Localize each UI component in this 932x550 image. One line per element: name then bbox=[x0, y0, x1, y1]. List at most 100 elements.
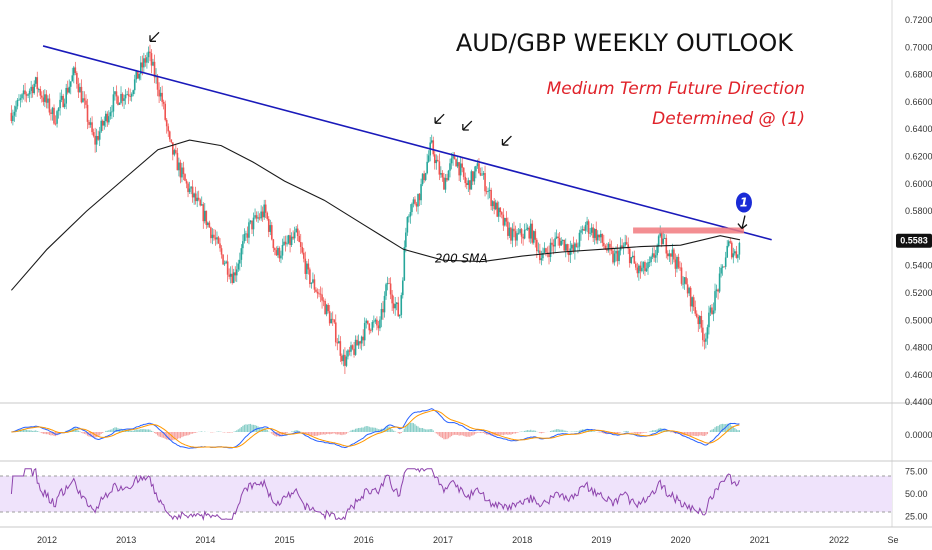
macd-histogram-bar bbox=[345, 432, 348, 434]
candle-body bbox=[254, 215, 256, 218]
macd-histogram-bar bbox=[458, 432, 460, 436]
macd-histogram-bar bbox=[188, 432, 191, 435]
candle-body bbox=[173, 150, 176, 155]
time-tick-label: 2019 bbox=[591, 535, 611, 545]
macd-histogram-bar bbox=[539, 432, 541, 434]
candle-body bbox=[179, 162, 182, 178]
macd-histogram-bar bbox=[446, 432, 448, 440]
candle-body bbox=[507, 221, 509, 236]
candle-body bbox=[427, 155, 430, 162]
candle-body bbox=[98, 131, 101, 140]
macd-histogram-bar bbox=[146, 429, 148, 432]
macd-histogram-bar bbox=[307, 432, 309, 436]
candle-body bbox=[126, 94, 128, 96]
candle-body bbox=[216, 237, 218, 240]
candle-body bbox=[557, 236, 559, 239]
candle-body bbox=[269, 225, 272, 232]
candle-body bbox=[536, 239, 538, 252]
candle-body bbox=[606, 249, 608, 251]
macd-histogram-bar bbox=[421, 428, 424, 432]
candle-body bbox=[79, 86, 81, 93]
macd-histogram-bar bbox=[286, 432, 288, 433]
candle-body bbox=[108, 116, 110, 123]
macd-histogram-bar bbox=[653, 430, 655, 432]
candle-body bbox=[257, 217, 259, 219]
macd-histogram-bar bbox=[341, 432, 343, 436]
candle-body bbox=[245, 233, 247, 235]
macd-histogram-bar bbox=[309, 432, 311, 436]
candle-body bbox=[242, 241, 244, 249]
macd-histogram-bar bbox=[370, 427, 372, 432]
macd-histogram-bar bbox=[167, 432, 169, 440]
macd-histogram-bar bbox=[680, 432, 683, 436]
candle-body bbox=[115, 91, 118, 97]
macd-histogram-bar bbox=[411, 422, 413, 432]
macd-histogram-bar bbox=[298, 430, 300, 432]
candle-body bbox=[362, 336, 364, 341]
macd-histogram-bar bbox=[635, 432, 637, 434]
candle-body bbox=[76, 72, 78, 85]
macd-histogram-bar bbox=[121, 429, 124, 432]
candle-body bbox=[94, 135, 96, 145]
candle-body bbox=[456, 162, 459, 167]
candle-body bbox=[534, 231, 537, 240]
macd-histogram-bar bbox=[368, 426, 370, 432]
macd-histogram-bar bbox=[80, 432, 83, 433]
macd-histogram-bar bbox=[44, 432, 46, 434]
candle-body bbox=[613, 253, 616, 263]
rsi-line bbox=[10, 467, 740, 522]
candle-body bbox=[670, 253, 672, 257]
macd-histogram-bar bbox=[138, 429, 140, 432]
macd-histogram-bar bbox=[720, 424, 722, 432]
candle-body bbox=[103, 120, 106, 126]
rsi-tick-label: 50.00 bbox=[905, 489, 928, 499]
candle-body bbox=[296, 228, 299, 237]
macd-histogram-bar bbox=[85, 432, 87, 435]
macd-histogram-bar bbox=[283, 432, 285, 435]
candle-body bbox=[511, 228, 514, 241]
candle-body bbox=[520, 229, 523, 237]
candle-body bbox=[481, 174, 483, 176]
macd-histogram-bar bbox=[376, 428, 378, 432]
candle-body bbox=[677, 256, 680, 268]
macd-histogram-bar bbox=[364, 426, 366, 432]
candle-body bbox=[280, 255, 282, 259]
macd-histogram-bar bbox=[385, 426, 387, 432]
candle-body bbox=[234, 272, 237, 276]
candle-body bbox=[438, 161, 441, 175]
candle-body bbox=[633, 255, 636, 264]
macd-histogram-bar bbox=[697, 432, 699, 437]
candle-body bbox=[408, 216, 410, 218]
macd-histogram-bar bbox=[120, 428, 122, 432]
macd-histogram-bar bbox=[591, 430, 593, 432]
candle-body bbox=[123, 98, 125, 101]
candle-body bbox=[636, 267, 639, 274]
candle-body bbox=[638, 265, 640, 274]
macd-histogram-bar bbox=[464, 432, 466, 437]
candle-body bbox=[526, 227, 529, 230]
candle-body bbox=[612, 250, 614, 263]
candle-body bbox=[650, 256, 652, 263]
macd-histogram-bar bbox=[711, 429, 713, 432]
candle-body bbox=[653, 253, 655, 258]
macd-histogram-bar bbox=[156, 432, 159, 436]
candle-body bbox=[395, 302, 398, 305]
candle-body bbox=[727, 241, 730, 246]
macd-histogram-bar bbox=[722, 423, 724, 432]
macd-histogram-bar bbox=[499, 432, 501, 436]
macd-histogram-bar bbox=[505, 432, 507, 435]
macd-histogram-bar bbox=[50, 432, 52, 436]
macd-histogram-bar bbox=[294, 430, 296, 432]
candle-body bbox=[371, 322, 374, 331]
macd-histogram-bar bbox=[297, 430, 299, 432]
macd-histogram-bar bbox=[511, 432, 514, 434]
macd-histogram-bar bbox=[32, 430, 34, 432]
macd-histogram-bar bbox=[99, 432, 101, 436]
macd-histogram-bar bbox=[399, 432, 401, 434]
candle-body bbox=[654, 255, 657, 258]
candle-body bbox=[120, 93, 122, 103]
candle-body bbox=[383, 295, 386, 313]
candle-body bbox=[240, 248, 243, 260]
candle-body bbox=[302, 252, 305, 259]
